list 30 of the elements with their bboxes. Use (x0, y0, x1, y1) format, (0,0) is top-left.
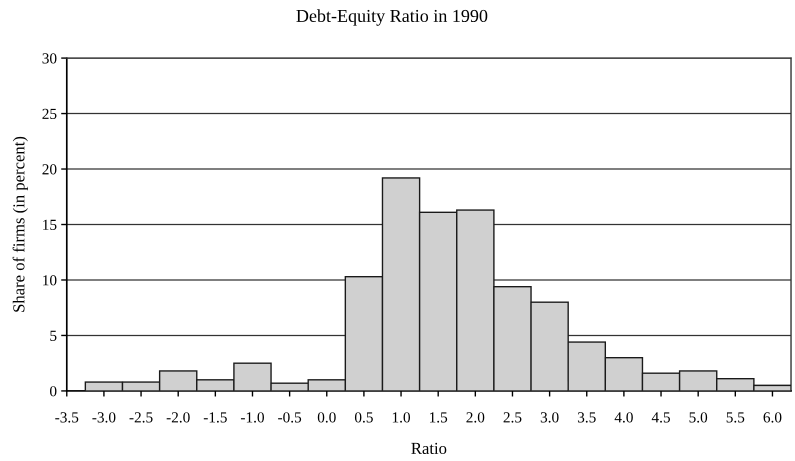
x-tick-label: 1.5 (430, 412, 448, 423)
y-tick-label: 10 (43, 275, 56, 286)
x-tick-label: 4.0 (614, 412, 633, 423)
x-tick-label: 4.5 (652, 412, 670, 423)
x-tick-label: -3.0 (92, 412, 116, 423)
x-tick-label: -3.5 (55, 412, 78, 423)
y-tick-label: 25 (42, 108, 56, 120)
x-tick-label: 3.5 (578, 412, 596, 423)
chart-title: Debt-Equity Ratio in 1990 (296, 9, 488, 26)
y-tick-label: 15 (43, 220, 56, 230)
y-tick-label: 5 (50, 330, 56, 341)
x-tick-label: -1.5 (204, 412, 227, 423)
y-axis-title: Share of firms (in percent) (12, 136, 28, 312)
x-tick-label: 1.0 (392, 412, 410, 423)
y-tick-label: 30 (42, 53, 56, 64)
x-tick-label: -2.0 (166, 412, 190, 423)
x-tick-label: 5.5 (726, 412, 744, 423)
x-tick-label: 0.5 (354, 412, 373, 423)
x-tick-label: -1.0 (240, 412, 264, 423)
x-tick-label: 5.0 (690, 412, 708, 423)
x-tick-label: 0.0 (318, 412, 336, 423)
x-tick-label: -2.5 (130, 412, 153, 423)
x-tick-label: 3.0 (540, 412, 559, 423)
y-tick-label: 20 (42, 164, 56, 174)
x-tick-label: 6.0 (764, 412, 782, 423)
x-axis-title: Ratio (411, 442, 446, 454)
x-tick-label: 2.0 (466, 412, 484, 423)
x-tick-label: -0.5 (278, 412, 302, 423)
x-tick-label: 2.5 (504, 412, 522, 423)
y-tick-label: 0 (50, 386, 56, 396)
